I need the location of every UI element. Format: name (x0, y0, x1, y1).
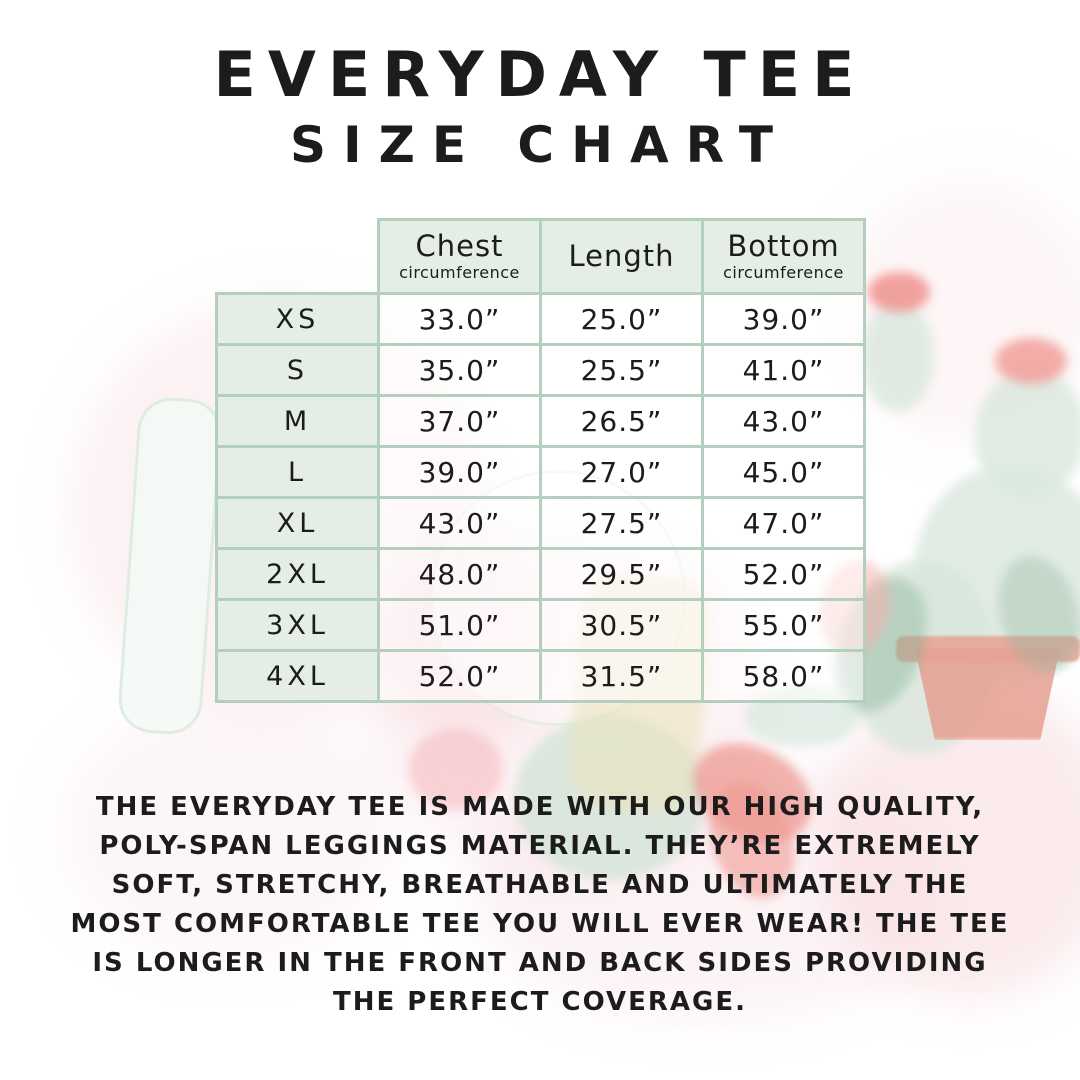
cactus-flower (995, 338, 1067, 384)
length-value-cell: 26.5” (539, 394, 704, 448)
size-label-cell: XL (215, 496, 380, 550)
column-header-length: Length (539, 218, 704, 295)
title-block: EVERYDAY TEE SIZE CHART (0, 38, 1080, 175)
cactus-pot (914, 648, 1061, 740)
corner-cell (217, 220, 379, 294)
size-row: M 37.0” 26.5” 43.0” (215, 394, 866, 448)
cactus-pad (862, 300, 934, 412)
size-row: 3XL 51.0” 30.5” 55.0” (215, 598, 866, 652)
page-title: EVERYDAY TEE (213, 38, 867, 111)
length-value-cell: 25.0” (539, 292, 704, 346)
column-sublabel: circumference (723, 262, 844, 282)
length-value-cell: 30.5” (539, 598, 704, 652)
size-row: XL 43.0” 27.5” 47.0” (215, 496, 866, 550)
size-label-cell: 2XL (215, 547, 380, 601)
size-row: 2XL 48.0” 29.5” 52.0” (215, 547, 866, 601)
bottom-value-cell: 41.0” (701, 343, 866, 397)
size-label-cell: 4XL (215, 649, 380, 703)
size-row: L 39.0” 27.0” 45.0” (215, 445, 866, 499)
length-value-cell: 29.5” (539, 547, 704, 601)
length-value-cell: 25.5” (539, 343, 704, 397)
page-subtitle: SIZE CHART (289, 116, 791, 174)
length-value-cell: 27.5” (539, 496, 704, 550)
size-label-cell: M (215, 394, 380, 448)
bottom-value-cell: 39.0” (701, 292, 866, 346)
column-label: Length (568, 238, 675, 273)
bottom-value-cell: 45.0” (701, 445, 866, 499)
column-header-bottom: Bottom circumference (701, 218, 866, 295)
column-sublabel: circumference (399, 262, 520, 282)
size-row: S 35.0” 25.5” 41.0” (215, 343, 866, 397)
bottom-value-cell: 52.0” (701, 547, 866, 601)
chest-value-cell: 33.0” (377, 292, 542, 346)
length-value-cell: 27.0” (539, 445, 704, 499)
size-row: 4XL 52.0” 31.5” 58.0” (215, 649, 866, 703)
size-label-cell: XS (215, 292, 380, 346)
chest-value-cell: 35.0” (377, 343, 542, 397)
size-table-body: XS 33.0” 25.0” 39.0” S 35.0” 25.5” 41.0”… (215, 292, 866, 703)
cactus-pot-rim (896, 636, 1080, 662)
chest-value-cell: 37.0” (377, 394, 542, 448)
size-row: XS 33.0” 25.0” 39.0” (215, 292, 866, 346)
column-label: Chest (415, 229, 504, 264)
chest-value-cell: 39.0” (377, 445, 542, 499)
size-label-cell: 3XL (215, 598, 380, 652)
pink-wash (60, 700, 400, 960)
column-label: Bottom (727, 229, 840, 264)
bottom-value-cell: 58.0” (701, 649, 866, 703)
chest-value-cell: 51.0” (377, 598, 542, 652)
header-row: Chest circumference Length Bottom circum… (217, 218, 866, 295)
chest-value-cell: 48.0” (377, 547, 542, 601)
size-label-cell: S (215, 343, 380, 397)
bottom-value-cell: 47.0” (701, 496, 866, 550)
cactus-flower (868, 272, 930, 312)
column-header-chest: Chest circumference (377, 218, 542, 295)
bottom-value-cell: 43.0” (701, 394, 866, 448)
product-description: THE EVERYDAY TEE IS MADE WITH OUR HIGH Q… (70, 792, 1010, 1017)
length-value-cell: 31.5” (539, 649, 704, 703)
chest-value-cell: 52.0” (377, 649, 542, 703)
size-label-cell: L (215, 445, 380, 499)
bottom-value-cell: 55.0” (701, 598, 866, 652)
flower (408, 728, 503, 810)
size-chart-table: Chest circumference Length Bottom circum… (215, 218, 866, 703)
chest-value-cell: 43.0” (377, 496, 542, 550)
